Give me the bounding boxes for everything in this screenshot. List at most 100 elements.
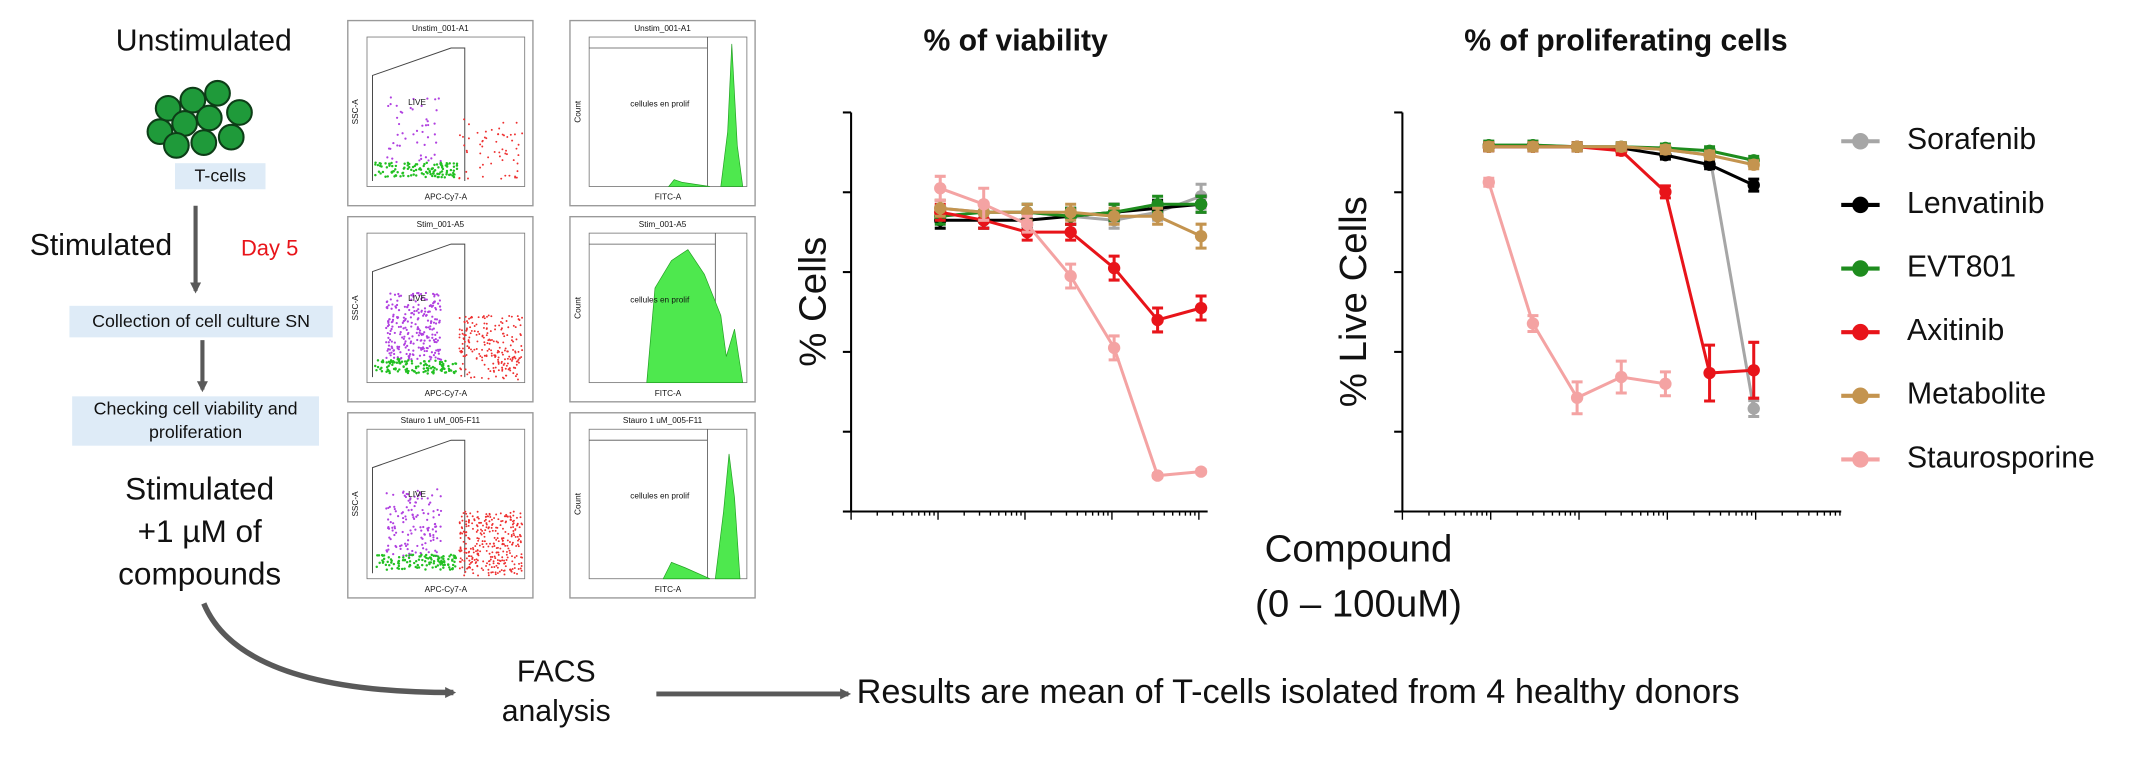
cell-cluster bbox=[146, 79, 253, 159]
facs-dot bbox=[390, 345, 393, 348]
facs-dot bbox=[403, 567, 406, 571]
facs-dot bbox=[505, 364, 508, 367]
facs-dot bbox=[437, 352, 440, 355]
facs-dot bbox=[488, 513, 491, 516]
facs-dot bbox=[487, 156, 490, 159]
facs-dot bbox=[491, 551, 494, 554]
facs-dot bbox=[431, 333, 434, 336]
facs-dot bbox=[473, 348, 476, 351]
facs-dot bbox=[396, 171, 399, 174]
facs-dot bbox=[389, 298, 392, 301]
facs-dot bbox=[418, 294, 421, 297]
facs-gate-label: LIVE bbox=[408, 294, 426, 303]
facs-dot bbox=[419, 362, 422, 365]
facs-dot bbox=[518, 357, 521, 360]
facs-dot bbox=[431, 172, 435, 175]
facs-dot bbox=[480, 567, 483, 570]
facs-dot bbox=[464, 570, 467, 573]
facs-dot bbox=[406, 371, 410, 375]
facs-dot bbox=[420, 563, 424, 567]
facs-dot bbox=[515, 363, 518, 366]
facs-y-label: Count bbox=[573, 492, 582, 515]
legend-marker bbox=[1852, 387, 1869, 405]
facs-dot bbox=[412, 516, 415, 519]
facs-dot bbox=[482, 546, 485, 548]
facs-dot bbox=[480, 533, 483, 536]
facs-dot bbox=[425, 326, 428, 329]
facs-dot bbox=[486, 342, 489, 345]
facs-dot bbox=[464, 315, 467, 318]
facs-y-label: SSC-A bbox=[351, 295, 360, 321]
facs-dot bbox=[490, 566, 493, 569]
facs-dot bbox=[426, 518, 429, 521]
facs-dot bbox=[432, 562, 436, 565]
facs-dot bbox=[404, 137, 407, 140]
facs-dot bbox=[425, 118, 428, 121]
facs-dot bbox=[481, 316, 484, 319]
facs-dot bbox=[464, 510, 467, 513]
facs-dot bbox=[506, 539, 509, 542]
facs-dot bbox=[397, 561, 400, 565]
facs-dot bbox=[402, 316, 405, 319]
data-point bbox=[1615, 140, 1628, 153]
facs-dot bbox=[476, 525, 479, 528]
cell bbox=[179, 86, 207, 114]
facs-dot bbox=[415, 129, 419, 133]
facs-dot bbox=[418, 555, 421, 558]
facs-dot bbox=[465, 512, 468, 515]
facs-dot bbox=[517, 361, 520, 364]
facs-dot bbox=[404, 518, 408, 521]
facs-dot bbox=[500, 327, 503, 330]
facs-dot bbox=[408, 308, 411, 312]
facs-dot bbox=[468, 336, 471, 339]
facs-dot bbox=[434, 554, 438, 558]
facs-dot bbox=[447, 557, 450, 561]
facs-dot bbox=[486, 315, 488, 318]
facs-dot bbox=[397, 564, 401, 568]
facs-dot bbox=[503, 349, 506, 352]
facs-dot bbox=[427, 512, 430, 515]
facs-dot bbox=[480, 521, 483, 524]
facs-dot bbox=[483, 532, 485, 535]
facs-dot bbox=[426, 136, 430, 139]
data-point bbox=[1570, 391, 1584, 404]
facs-dot bbox=[393, 533, 396, 537]
facs-dot bbox=[427, 159, 430, 162]
facs-dot bbox=[428, 345, 431, 348]
facs-dot bbox=[518, 526, 521, 529]
facs-plot-area bbox=[588, 36, 748, 187]
facs-dot bbox=[469, 561, 472, 564]
facs-dot bbox=[405, 506, 408, 509]
facs-dot bbox=[504, 152, 507, 155]
facs-dot bbox=[458, 176, 461, 179]
facs-dot bbox=[387, 506, 390, 510]
facs-dot bbox=[412, 342, 415, 345]
facs-gate bbox=[372, 47, 466, 182]
facs-dot bbox=[402, 327, 405, 330]
facs-dot bbox=[451, 171, 455, 175]
facs-dot bbox=[396, 144, 399, 147]
facs-dot bbox=[516, 516, 518, 519]
facs-dot bbox=[376, 365, 380, 369]
facs-dot bbox=[452, 169, 456, 173]
facs-dot bbox=[412, 169, 416, 173]
facs-dot bbox=[466, 373, 469, 376]
legend-marker bbox=[1852, 196, 1869, 214]
facs-dot bbox=[501, 148, 504, 151]
facs-dot bbox=[378, 561, 381, 565]
facs-dot bbox=[506, 362, 509, 365]
facs-dot bbox=[484, 518, 487, 521]
facs-dot bbox=[487, 314, 490, 317]
legend-marker bbox=[1852, 133, 1869, 150]
facs-dot bbox=[501, 159, 504, 162]
facs-dot bbox=[492, 340, 495, 343]
facs-dot bbox=[503, 559, 506, 562]
facs-dot bbox=[483, 317, 486, 320]
facs-dot bbox=[403, 335, 406, 338]
facs-dot bbox=[497, 362, 500, 365]
facs-dot bbox=[487, 574, 490, 577]
facs-dot bbox=[501, 559, 504, 562]
facs-dot bbox=[476, 516, 479, 519]
facs-dot bbox=[417, 303, 420, 306]
